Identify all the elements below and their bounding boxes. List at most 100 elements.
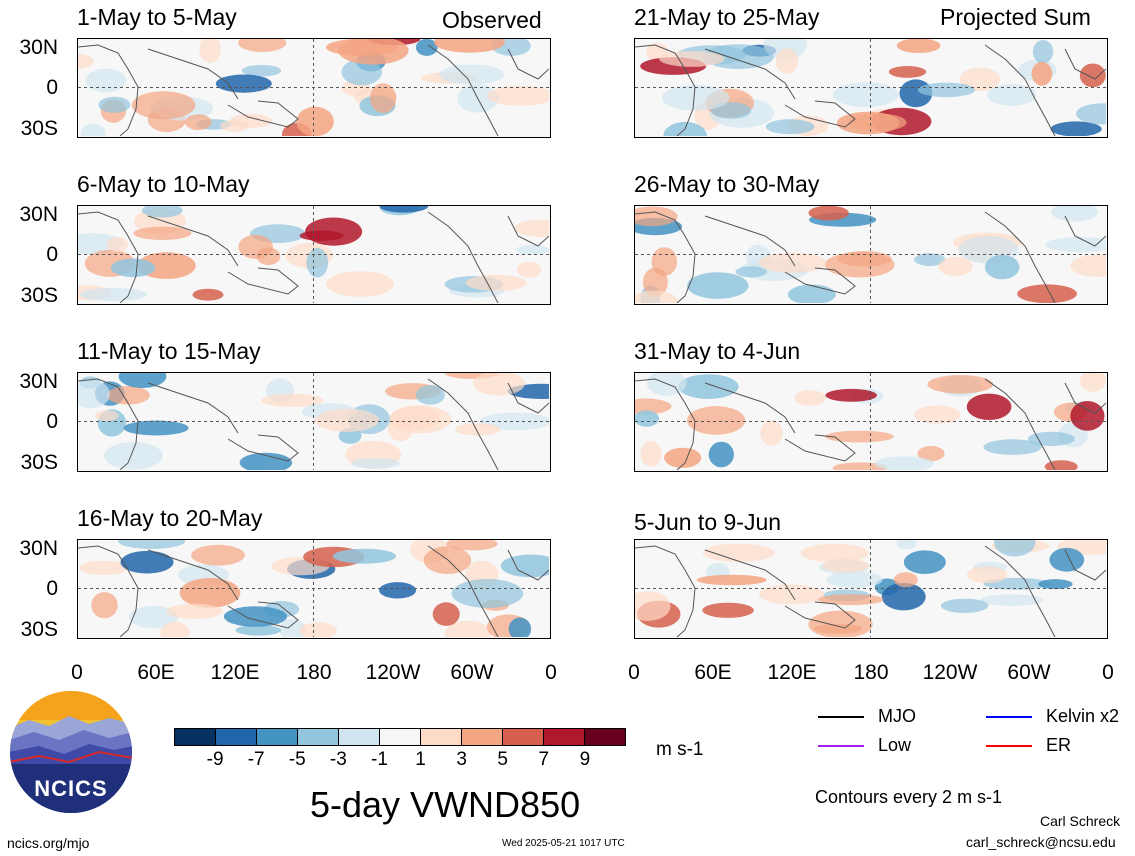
anomaly-blob	[465, 274, 527, 291]
coastline	[635, 44, 1106, 136]
anomaly-blob	[651, 247, 678, 276]
anomaly-blob	[479, 412, 549, 431]
anomaly-blob	[141, 206, 183, 218]
anomaly-blob	[938, 256, 973, 277]
anomaly-blob	[967, 566, 1008, 584]
anomaly-blob	[800, 543, 869, 563]
colorbar-swatch	[543, 729, 584, 745]
coastline	[78, 211, 549, 303]
panel-title-proj-3: 31-May to 4-Jun	[634, 338, 801, 364]
anomaly-blob	[191, 544, 245, 566]
website-link[interactable]: ncics.org/mjo	[7, 835, 90, 851]
anomaly-blob	[710, 102, 752, 119]
anomaly-blob	[635, 410, 660, 427]
map-panel-proj-3	[634, 372, 1108, 472]
anomaly-blob	[220, 120, 249, 132]
anomaly-blob	[1049, 547, 1085, 572]
colorbar	[174, 728, 626, 746]
map-panel-obs-1	[77, 38, 551, 138]
anomaly-blob	[279, 618, 306, 637]
anomaly-blob	[822, 558, 869, 573]
colorbar-tick-label: -7	[247, 749, 265, 770]
anomaly-blob	[238, 39, 287, 52]
panel-title-proj-2: 26-May to 30-May	[634, 171, 820, 197]
anomaly-blob	[640, 440, 662, 467]
anomaly-blob	[423, 546, 472, 574]
anomaly-blob	[940, 598, 989, 613]
anomaly-blob	[305, 217, 363, 246]
anomaly-blob	[160, 621, 190, 637]
anomaly-blob	[166, 603, 223, 619]
anomaly-blob	[775, 48, 799, 74]
anomaly-blob	[702, 602, 754, 618]
anomaly-blob	[432, 602, 460, 626]
contour-note: Contours every 2 m s-1	[815, 787, 1003, 807]
anomaly-blob	[338, 39, 409, 65]
anomaly-blob	[1031, 61, 1053, 86]
anomaly-blob	[128, 606, 179, 629]
anomaly-blob	[341, 58, 382, 86]
anomaly-blob	[95, 410, 119, 422]
anomaly-blob	[80, 123, 106, 136]
coastline	[635, 211, 1106, 303]
anomaly-blob	[299, 622, 337, 637]
anomaly-map	[78, 39, 549, 136]
anomaly-blob	[832, 82, 899, 108]
projected-column-title: Projected Sum	[940, 4, 1091, 30]
anomaly-map	[78, 206, 549, 303]
anomaly-blob	[896, 39, 941, 53]
anomaly-blob	[486, 85, 549, 106]
anomaly-blob	[516, 261, 542, 278]
anomaly-blob	[98, 96, 131, 113]
anomaly-blob	[1079, 63, 1106, 88]
lon-label: 120E	[210, 661, 260, 684]
anomaly-blob	[687, 406, 746, 435]
lat-label: 30N	[19, 370, 58, 393]
anomaly-blob	[893, 572, 918, 588]
anomaly-blob	[379, 582, 417, 599]
anomaly-blob	[635, 591, 671, 621]
panel-title-obs-3: 11-May to 15-May	[77, 338, 261, 364]
colorbar-swatch	[502, 729, 543, 745]
coastline	[635, 378, 1106, 470]
lat-label: 30S	[20, 451, 58, 474]
legend-label-er: ER	[1046, 735, 1072, 755]
anomaly-blob	[661, 85, 730, 111]
anomaly-blob	[1080, 373, 1106, 392]
lat-label: 0	[46, 577, 58, 600]
anomaly-blob	[678, 374, 739, 399]
colorbar-swatch	[584, 729, 625, 745]
anomaly-blob	[314, 408, 379, 432]
legend-line-er	[986, 745, 1032, 747]
anomaly-blob	[1045, 237, 1106, 253]
anomaly-blob	[415, 385, 445, 405]
legend-line-mjo	[818, 716, 864, 718]
anomaly-blob	[118, 373, 167, 388]
lon-label: 120E	[767, 661, 817, 684]
anomaly-blob	[664, 447, 702, 468]
colorbar-tick-label: 5	[497, 749, 508, 770]
lon-label: 180	[853, 661, 889, 684]
anomaly-map	[635, 373, 1106, 470]
map-panel-proj-2	[634, 205, 1108, 305]
legend-label-low: Low	[878, 735, 912, 755]
anomaly-blob	[848, 113, 907, 132]
lon-label: 120W	[922, 661, 978, 684]
anomaly-blob	[708, 441, 734, 468]
anomaly-blob	[917, 82, 975, 98]
lon-label: 60E	[694, 661, 732, 684]
lat-label: 0	[46, 410, 58, 433]
anomaly-blob	[696, 574, 767, 586]
anomaly-blob	[1044, 460, 1078, 470]
anomaly-blob	[379, 206, 429, 213]
colorbar-swatch	[256, 729, 297, 745]
observed-column-title: Observed	[442, 7, 542, 33]
anomaly-blob	[959, 67, 1001, 91]
colorbar-tick-label: -1	[371, 749, 388, 770]
lat-label: 30S	[20, 117, 58, 140]
anomaly-blob	[131, 91, 196, 120]
colorbar-swatch	[175, 729, 215, 745]
anomaly-blob	[659, 51, 725, 67]
ncics-logo: NCICS	[9, 690, 133, 814]
colorbar-swatch	[420, 729, 461, 745]
